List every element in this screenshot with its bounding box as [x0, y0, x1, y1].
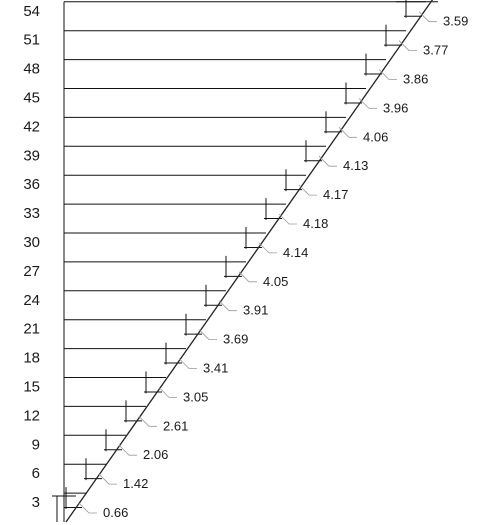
story-label: 36 — [23, 176, 40, 193]
story-label: 18 — [23, 350, 40, 367]
drift-value-label: 3.69 — [223, 332, 248, 347]
drift-value-label: 3.91 — [243, 303, 268, 318]
drift-value-labels: 3.59 3.77 3.86 3.96 4.06 4.13 4.17 4.18 4.14 4.05… — [78, 11, 468, 520]
story-label: 30 — [23, 234, 40, 251]
drift-value-label: 1.42 — [123, 476, 148, 491]
building-frame — [52, 0, 438, 522]
story-labels: 54 51 48 45 42 39 36 33 30 27 24 21 18 15 12 9 6 3 — [23, 3, 40, 511]
value-leader-line — [78, 502, 97, 514]
drift-value-label: 4.14 — [283, 245, 308, 260]
deflection-line — [65, 0, 434, 523]
value-leader-line — [158, 387, 177, 398]
value-leader-line — [418, 11, 437, 23]
story-label: 27 — [23, 263, 40, 280]
value-leader-line — [138, 416, 157, 427]
value-leader-line — [178, 358, 197, 369]
story-label: 3 — [32, 494, 40, 511]
story-label: 48 — [23, 61, 40, 78]
value-leader-line — [358, 98, 377, 109]
story-label: 6 — [32, 465, 40, 482]
drift-value-label: 4.18 — [303, 216, 328, 231]
value-leader-line — [238, 271, 257, 283]
story-label: 39 — [23, 147, 40, 164]
story-label: 54 — [23, 3, 40, 20]
value-leader-line — [338, 127, 357, 138]
value-leader-line — [378, 69, 397, 80]
drift-value-label: 4.17 — [323, 187, 348, 202]
drift-value-label: 4.05 — [263, 274, 288, 289]
value-leader-line — [298, 184, 317, 196]
story-label: 15 — [23, 379, 40, 396]
value-leader-line — [258, 242, 277, 254]
value-leader-line — [318, 155, 337, 167]
story-label: 9 — [32, 436, 40, 453]
value-leader-line — [198, 329, 217, 340]
value-leader-line — [398, 40, 417, 51]
value-leader-line — [118, 444, 137, 456]
drift-value-label: 3.05 — [183, 389, 208, 404]
story-label: 42 — [23, 118, 40, 135]
story-label: 45 — [23, 90, 40, 107]
story-label: 51 — [23, 32, 40, 49]
drift-value-label: 3.77 — [423, 43, 448, 58]
story-label: 12 — [23, 407, 40, 424]
story-label: 24 — [23, 292, 40, 309]
drift-value-label: 2.06 — [143, 447, 168, 462]
drift-value-label: 3.41 — [203, 360, 228, 375]
value-leader-line — [278, 213, 297, 225]
story-label: 21 — [23, 321, 40, 338]
drift-value-label: 4.13 — [343, 158, 368, 173]
drift-value-label: 0.66 — [103, 505, 128, 520]
drift-value-label: 2.61 — [163, 418, 188, 433]
drift-value-label: 4.06 — [363, 129, 388, 144]
story-label: 33 — [23, 205, 40, 222]
value-leader-line — [98, 473, 117, 485]
drift-value-label: 3.59 — [443, 14, 468, 29]
drift-value-label: 3.86 — [403, 71, 428, 86]
deflection-diagonal-line — [65, 0, 434, 523]
drift-value-label: 3.96 — [383, 100, 408, 115]
value-leader-line — [218, 300, 237, 312]
